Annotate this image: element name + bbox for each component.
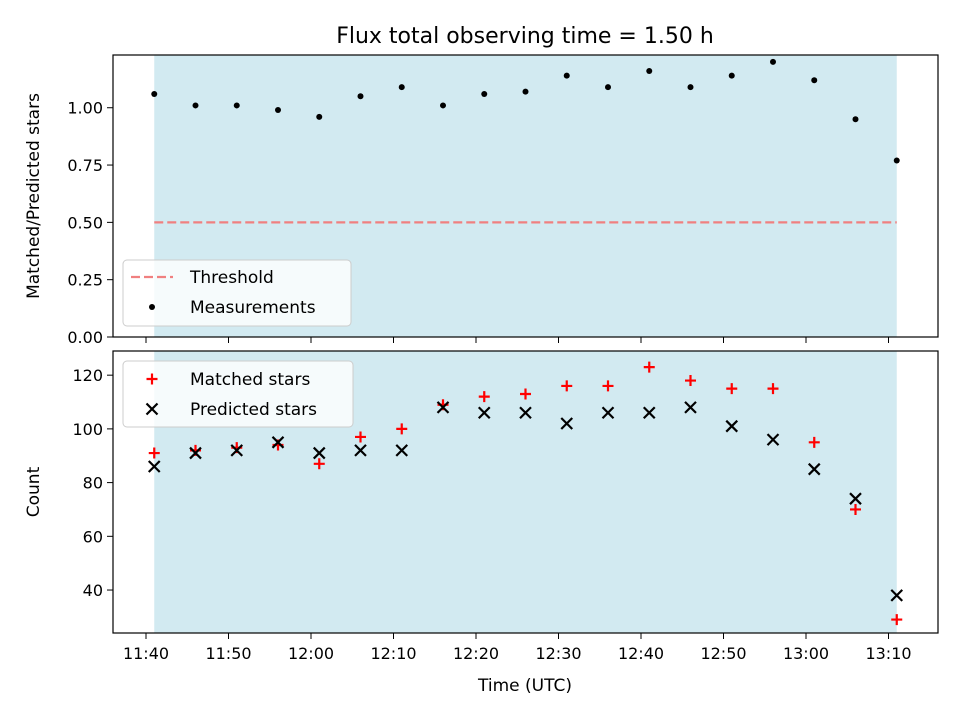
- bottom-y-axis-label: Count: [24, 466, 44, 517]
- legend-predicted-label: Predicted stars: [190, 400, 317, 420]
- legend-measurement-swatch: [149, 304, 155, 310]
- legend-matched-label: Matched stars: [190, 370, 310, 390]
- matched-star-point: [643, 361, 655, 373]
- measurement-point: [522, 88, 529, 95]
- predicted-star-point: [271, 436, 285, 449]
- bottom-y-tick-label: 80: [83, 474, 103, 493]
- measurement-point: [398, 84, 405, 91]
- figure-title: Flux total observing time = 1.50 h: [336, 24, 714, 49]
- measurement-point: [563, 72, 570, 79]
- top-y-axis-label: Matched/Predicted stars: [24, 93, 44, 299]
- measurement-point: [852, 116, 859, 123]
- measurement-point: [275, 107, 281, 114]
- matched-star-point: [148, 447, 160, 459]
- x-tick-label: 13:00: [783, 644, 829, 663]
- matched-star-point: [355, 431, 366, 443]
- matched-star-point: [767, 383, 779, 395]
- legend-threshold-label: Threshold: [189, 268, 274, 288]
- measurement-point: [316, 113, 323, 120]
- top-y-tick-label: 0.50: [67, 213, 103, 232]
- bottom-y-tick-label: 100: [72, 420, 103, 439]
- matched-star-point: [891, 614, 903, 626]
- legend-measurement-label: Measurements: [190, 298, 316, 318]
- top-y-tick-label: 0.00: [67, 328, 103, 347]
- x-tick-label: 12:40: [618, 644, 664, 663]
- predicted-star-point: [189, 446, 202, 460]
- matched-star-point: [396, 423, 408, 435]
- predicted-star-point: [890, 589, 904, 602]
- top-panel: 0.00 0.25 0.50 0.75 1.00 Threshold Measurement…: [67, 54, 939, 347]
- x-tick-label: 12:30: [535, 644, 581, 663]
- matched-star-point: [561, 380, 573, 392]
- x-tick-label: 11:40: [123, 644, 169, 663]
- legend-box: [122, 259, 352, 327]
- matched-star-point: [478, 391, 490, 403]
- top-y-tick-label: 1.00: [67, 99, 103, 118]
- x-tick-label: 11:50: [205, 644, 251, 663]
- legend-box: [122, 360, 354, 428]
- matched-star-point: [685, 375, 696, 387]
- bottom-panel: 40 60 80 100 120 11:40 11:50 12:00 12:10 12:20 12:…: [72, 350, 939, 663]
- predicted-star-point: [519, 406, 532, 420]
- x-tick-label: 12:00: [288, 644, 334, 663]
- measurement-point: [893, 157, 900, 164]
- predicted-star-point: [766, 433, 780, 446]
- legend-matched-swatch: [146, 373, 158, 385]
- measurement-point: [687, 84, 694, 91]
- predicted-star-point: [642, 406, 656, 420]
- matched-star-point: [726, 383, 738, 395]
- predicted-star-point: [230, 444, 244, 457]
- predicted-star-point: [354, 444, 367, 457]
- top-legend: Threshold Measurements: [122, 259, 352, 327]
- measurement-point: [151, 90, 158, 97]
- measurement-point: [770, 58, 776, 65]
- measurement-point: [440, 102, 446, 109]
- matched-star-point: [313, 458, 325, 470]
- matched-star-point: [808, 436, 820, 448]
- top-y-tick-label: 0.25: [67, 271, 103, 290]
- measurement-point: [811, 77, 818, 84]
- matched-star-point: [602, 380, 614, 392]
- matched-star-point: [850, 503, 861, 515]
- predicted-star-point: [725, 419, 739, 433]
- legend-predicted-swatch: [145, 402, 159, 416]
- bottom-axes-frame: [112, 350, 939, 634]
- predicted-star-point: [849, 492, 862, 505]
- x-tick-label: 12:20: [453, 644, 499, 663]
- measurement-point: [192, 102, 199, 109]
- bottom-legend: Matched stars Predicted stars: [122, 360, 354, 428]
- matched-star-point: [520, 388, 531, 400]
- bottom-y-tick-label: 40: [83, 581, 103, 600]
- x-tick-label: 12:10: [370, 644, 416, 663]
- predicted-star-point: [601, 406, 615, 420]
- measurement-point: [605, 84, 611, 91]
- measurement-point: [728, 72, 735, 79]
- predicted-star-point: [395, 444, 409, 457]
- predicted-star-point: [147, 460, 161, 473]
- measurement-point: [233, 102, 240, 109]
- measurement-point: [646, 68, 653, 75]
- x-axis-label: Time (UTC): [477, 676, 572, 696]
- measurement-point: [357, 93, 364, 100]
- top-axes-frame: [112, 54, 939, 338]
- predicted-star-point: [684, 401, 697, 414]
- predicted-star-point: [436, 401, 450, 414]
- predicted-star-point: [312, 446, 326, 460]
- bottom-y-tick-label: 120: [72, 366, 103, 385]
- x-tick-label: 13:10: [865, 644, 911, 663]
- measurement-point: [481, 90, 488, 97]
- predicted-star-point: [807, 462, 821, 476]
- x-tick-label: 12:50: [700, 644, 746, 663]
- predicted-star-point: [560, 417, 574, 430]
- predicted-star-point: [477, 406, 491, 420]
- bottom-y-tick-label: 60: [83, 527, 103, 546]
- top-y-tick-label: 0.75: [67, 156, 103, 175]
